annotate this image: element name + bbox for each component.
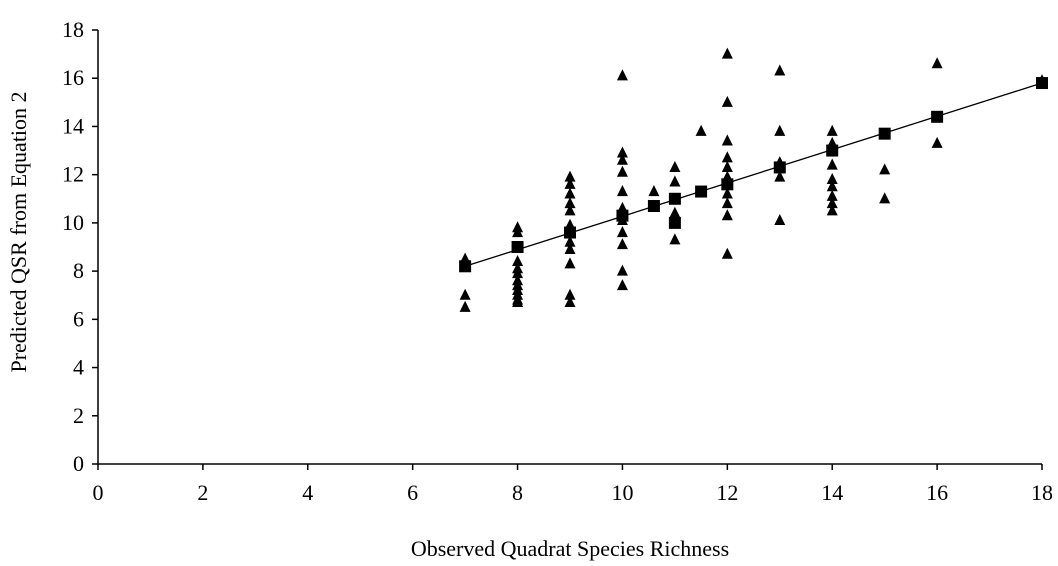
triangle-point	[564, 257, 576, 269]
fit-line	[464, 82, 1043, 267]
y-tick-label: 18	[62, 17, 84, 42]
triangle-point	[826, 124, 838, 136]
square-point	[511, 241, 524, 253]
x-tick-label: 8	[512, 480, 523, 505]
square-point	[459, 260, 472, 273]
triangle-point	[669, 233, 681, 245]
square-point	[668, 192, 681, 205]
square-point	[826, 144, 839, 157]
square-point	[878, 127, 891, 140]
triangle-point	[826, 158, 838, 170]
triangle-point	[564, 235, 576, 247]
x-tick-label: 0	[93, 480, 104, 505]
triangle-point	[616, 69, 628, 81]
points-layer	[459, 47, 1048, 312]
y-tick-label: 12	[62, 162, 84, 187]
triangle-point	[721, 47, 733, 59]
x-tick-label: 18	[1031, 480, 1053, 505]
triangle-point	[564, 197, 576, 209]
square-point	[647, 200, 660, 213]
y-tick-label: 10	[62, 210, 84, 235]
triangle-point	[512, 254, 524, 267]
x-tick-label: 4	[302, 480, 313, 505]
square-point	[1036, 77, 1048, 90]
triangle-point	[564, 288, 576, 300]
square-point	[695, 185, 708, 198]
plot-area: 0 2 4 6 8 10 12 14 16 18 0 2 4 6 8 10 12 14 16 18	[62, 17, 1053, 505]
triangle-point	[774, 124, 786, 136]
y-tick-label: 4	[73, 355, 84, 380]
triangle-point	[721, 134, 733, 146]
triangle-point	[512, 226, 524, 238]
triangle-point	[616, 165, 628, 177]
triangle-point	[669, 175, 681, 187]
triangle-point	[721, 197, 733, 209]
square-point	[931, 110, 944, 123]
triangle-point	[721, 95, 733, 107]
square-point	[564, 226, 576, 239]
triangle-point	[564, 242, 576, 254]
triangle-point	[564, 177, 576, 189]
triangle-point	[931, 57, 943, 69]
triangle-point	[774, 64, 786, 76]
triangle-point	[826, 197, 838, 209]
x-axis-title: Observed Quadrat Species Richness	[411, 536, 729, 561]
square-point	[773, 161, 786, 174]
triangle-point	[616, 226, 628, 238]
y-tick-label: 0	[73, 451, 84, 476]
y-tick-label: 16	[62, 65, 84, 90]
triangle-point	[512, 295, 524, 308]
triangle-point	[721, 160, 733, 172]
x-tick-label: 6	[407, 480, 418, 505]
triangle-point	[826, 189, 838, 201]
x-tick-label: 10	[611, 480, 633, 505]
square-point	[721, 178, 734, 191]
triangle-point	[879, 163, 891, 175]
triangle-point	[826, 172, 838, 185]
triangle-point	[721, 247, 733, 259]
square-point	[668, 216, 681, 229]
triangle-point	[826, 180, 838, 192]
triangle-point	[669, 160, 681, 172]
y-tick-label: 6	[73, 306, 84, 331]
triangle-point	[459, 300, 471, 312]
triangle-point	[616, 185, 628, 197]
triangle-point	[616, 264, 628, 276]
x-axis-ticks: 0 2 4 6 8 10 12 14 16 18	[93, 464, 1053, 505]
x-tick-label: 12	[716, 480, 738, 505]
y-tick-label: 8	[73, 258, 84, 283]
triangle-point	[774, 170, 786, 182]
triangle-point	[564, 204, 576, 216]
triangle-point	[512, 267, 524, 279]
x-tick-label: 2	[197, 480, 208, 505]
triangle-point	[721, 209, 733, 221]
fit-line-layer	[464, 82, 1043, 267]
triangle-point	[721, 151, 733, 163]
triangle-point	[931, 136, 943, 148]
square-point	[616, 209, 629, 222]
triangle-point	[721, 187, 733, 199]
x-tick-label: 16	[926, 480, 948, 505]
triangle-point	[564, 295, 576, 308]
triangle-point	[669, 206, 681, 218]
triangle-point	[564, 170, 576, 182]
y-tick-label: 14	[62, 113, 84, 138]
y-axis-title: Predicted QSR from Equation 2	[6, 91, 31, 372]
triangle-point	[616, 146, 628, 158]
triangle-point	[616, 279, 628, 291]
triangle-point	[616, 153, 628, 165]
y-tick-label: 2	[73, 403, 84, 428]
x-tick-label: 14	[821, 480, 843, 505]
triangle-point	[648, 185, 660, 197]
y-axis-ticks: 0 2 4 6 8 10 12 14 16 18	[62, 17, 98, 476]
triangle-point	[459, 288, 471, 300]
triangle-point	[616, 238, 628, 250]
triangle-point	[774, 213, 786, 226]
triangle-point	[879, 192, 891, 204]
triangle-point	[826, 204, 838, 216]
triangle-point	[695, 124, 707, 136]
triangle-point	[564, 187, 576, 199]
